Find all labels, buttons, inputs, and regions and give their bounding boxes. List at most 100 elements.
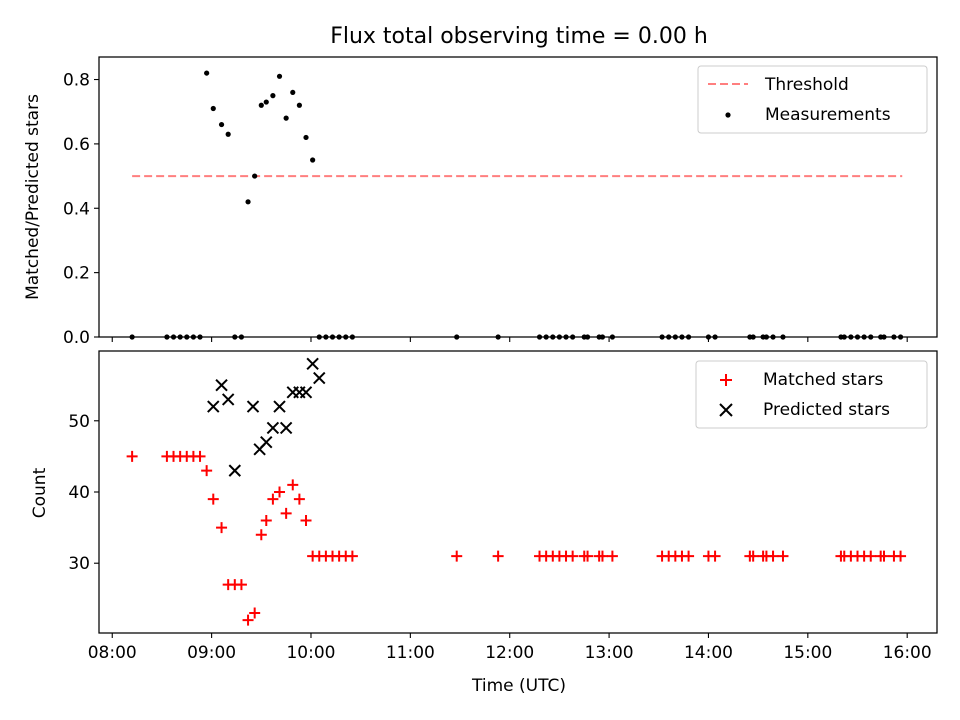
count-legend-box [695, 360, 928, 429]
matched-stars-point [293, 493, 305, 505]
figure-title: Flux total observing time = 0.00 h [330, 24, 708, 49]
x-tick-label: 14:00 [684, 643, 733, 663]
x-tick-label: 16:00 [883, 643, 932, 663]
matched-stars-point [567, 550, 579, 562]
matched-stars-point [274, 486, 286, 498]
matched-stars-point [201, 465, 213, 477]
predicted-stars-point [279, 421, 293, 435]
matched-stars-point [300, 514, 312, 526]
predicted-stars-point [207, 400, 220, 413]
count-x-axis-label: Time (UTC) [471, 676, 566, 696]
measurement-point [210, 105, 216, 112]
x-tick-label: 09:00 [187, 643, 236, 663]
measurement-point [290, 89, 296, 96]
y-tick-label: 0.6 [63, 135, 90, 155]
measurement-point [252, 173, 258, 179]
measurement-point [276, 73, 283, 79]
matched-stars-point [249, 607, 261, 619]
x-tick-label: 12:00 [485, 643, 534, 663]
predicted-stars-point [221, 393, 235, 406]
count-plot-area [126, 357, 907, 626]
predicted-stars-point [306, 357, 319, 371]
matched-stars-point [194, 450, 206, 462]
measurement-point [310, 157, 316, 163]
legend-predicted-label: Predicted stars [763, 400, 890, 420]
x-tick-label: 10:00 [286, 643, 335, 663]
matched-stars-point [606, 550, 618, 562]
matched-stars-point [260, 514, 272, 526]
x-tick-label: 11:00 [386, 643, 435, 663]
legend-measurements-label: Measurements [765, 105, 891, 125]
legend-measurements-swatch [725, 112, 731, 118]
y-tick-label: 0.0 [63, 328, 90, 348]
matched-stars-point [346, 550, 358, 562]
y-tick-label: 0.4 [63, 199, 90, 219]
matched-stars-point [242, 614, 254, 626]
matched-stars-point [596, 550, 608, 562]
measurement-point [225, 131, 231, 137]
predicted-stars-point [215, 378, 228, 392]
matched-stars-point [280, 507, 292, 519]
y-tick-label: 0.8 [63, 71, 90, 91]
matched-stars-point [126, 450, 138, 462]
predicted-stars-point [266, 421, 280, 435]
matched-stars-point [451, 550, 463, 562]
plus-marker [720, 374, 732, 386]
predicted-stars-point [313, 371, 326, 385]
matched-stars-point [709, 550, 721, 562]
matched-stars-point [235, 579, 247, 591]
y-tick-label: 0.2 [63, 264, 90, 284]
matched-stars-point [287, 479, 299, 491]
cross-marker [719, 403, 733, 417]
legend-threshold-label: Threshold [764, 75, 849, 95]
predicted-stars-point [246, 400, 260, 413]
measurement-point [258, 102, 264, 108]
matched-stars-point [207, 493, 219, 505]
measurement-point [218, 121, 225, 128]
predicted-stars-point [299, 386, 313, 399]
legend-matched-label: Matched stars [763, 370, 883, 390]
measurement-point [303, 134, 309, 141]
ratio-axes-frame [98, 56, 938, 338]
matched-stars-point [747, 550, 759, 562]
x-tick-label: 15:00 [783, 643, 832, 663]
matched-stars-point [582, 550, 594, 562]
matched-stars-point [878, 550, 890, 562]
count-x-ticks: 08:00 09:00 10:00 11:00 12:00 13:00 14:00 15:00… [88, 633, 932, 663]
ratio-plot-area [129, 70, 904, 340]
ratio-subplot: 0.00.20.40.60.8 Matched/Predicted stars … [23, 56, 938, 348]
ratio-legend: Threshold Measurements [697, 65, 928, 134]
y-tick-label: 40 [68, 483, 90, 503]
matched-stars-point [777, 550, 789, 562]
matched-stars-point [255, 529, 267, 541]
measurement-point [245, 199, 251, 205]
ratio-y-axis-label: Matched/Predicted stars [23, 94, 43, 300]
x-tick-label: 08:00 [88, 643, 137, 663]
measurement-point [204, 70, 210, 76]
count-y-ticks: 30 40 50 [68, 412, 99, 574]
count-legend: Matched stars Predicted stars [695, 360, 928, 429]
y-tick-label: 30 [68, 554, 90, 574]
legend-matched-swatch [720, 374, 732, 386]
count-y-axis-label: Count [30, 467, 50, 518]
matched-stars-point [767, 550, 779, 562]
ratio-x-ticks [111, 337, 908, 342]
measurement-point [270, 93, 276, 99]
measurement-point [263, 99, 269, 105]
matched-stars-point [865, 550, 877, 562]
ratio-y-ticks: 0.0 0.2 0.4 0.6 0.8 [63, 71, 99, 348]
matched-stars-point [267, 493, 279, 505]
predicted-stars-point [260, 435, 273, 449]
matched-stars-point [895, 550, 907, 562]
measurement-point [296, 102, 302, 108]
matched-stars-point [216, 522, 228, 534]
matched-stars-point [492, 550, 504, 562]
x-tick-label: 13:00 [585, 643, 634, 663]
matched-stars-point [683, 550, 695, 562]
measurement-point [283, 115, 289, 121]
count-subplot: 08:00 09:00 10:00 11:00 12:00 13:00 14:00 15:00… [30, 350, 938, 696]
legend-predicted-swatch [719, 403, 733, 417]
y-tick-label: 50 [68, 412, 90, 432]
predicted-stars-point [273, 400, 286, 413]
